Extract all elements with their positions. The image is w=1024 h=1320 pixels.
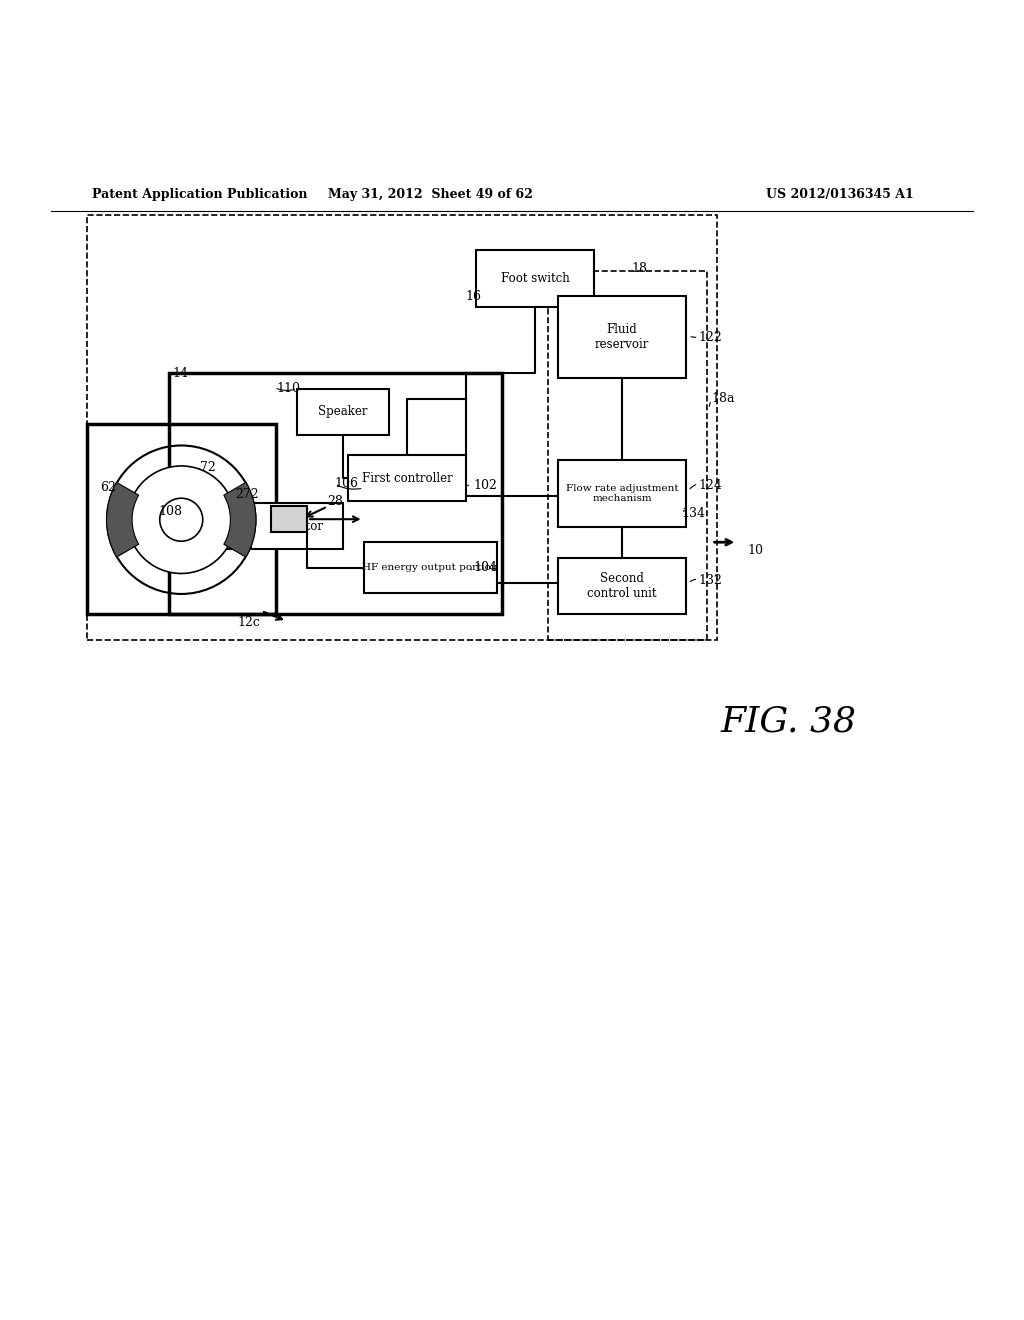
FancyBboxPatch shape	[176, 503, 250, 549]
Text: 14: 14	[172, 367, 188, 380]
Text: 62: 62	[100, 482, 117, 495]
FancyBboxPatch shape	[558, 461, 686, 527]
Text: US 2012/0136345 A1: US 2012/0136345 A1	[766, 187, 913, 201]
Text: 16: 16	[466, 290, 482, 304]
FancyBboxPatch shape	[348, 455, 466, 502]
FancyBboxPatch shape	[558, 557, 686, 614]
Text: May 31, 2012  Sheet 49 of 62: May 31, 2012 Sheet 49 of 62	[328, 187, 532, 201]
FancyBboxPatch shape	[558, 297, 686, 379]
Text: 110: 110	[276, 383, 300, 395]
Text: Detector: Detector	[271, 520, 323, 533]
Text: HF energy output portion: HF energy output portion	[362, 564, 498, 573]
Text: 18: 18	[632, 263, 648, 276]
Text: First controller: First controller	[361, 471, 453, 484]
Text: 102: 102	[473, 479, 497, 492]
Text: 108: 108	[159, 506, 182, 517]
Wedge shape	[106, 482, 138, 557]
Ellipse shape	[160, 498, 203, 541]
Text: 28: 28	[328, 495, 344, 508]
Text: 10: 10	[748, 544, 764, 557]
Text: 132: 132	[698, 574, 722, 586]
Text: 106: 106	[335, 478, 358, 490]
Text: 272: 272	[236, 487, 259, 500]
Text: 134: 134	[681, 507, 705, 520]
Ellipse shape	[127, 466, 234, 573]
FancyBboxPatch shape	[297, 388, 389, 434]
Text: FIG. 38: FIG. 38	[721, 705, 856, 738]
Text: 124: 124	[698, 479, 722, 492]
Text: 104: 104	[473, 561, 497, 574]
Text: 12c: 12c	[238, 615, 260, 628]
Text: 18a: 18a	[712, 392, 735, 405]
Text: Display unit: Display unit	[181, 521, 245, 531]
FancyBboxPatch shape	[251, 503, 343, 549]
Text: Second
control unit: Second control unit	[588, 572, 656, 599]
Text: 122: 122	[698, 331, 722, 345]
Text: Foot switch: Foot switch	[501, 272, 569, 285]
Text: Patent Application Publication: Patent Application Publication	[92, 187, 307, 201]
FancyBboxPatch shape	[364, 543, 497, 594]
Wedge shape	[224, 482, 256, 557]
Text: Flow rate adjustment
mechanism: Flow rate adjustment mechanism	[566, 484, 678, 503]
FancyBboxPatch shape	[271, 507, 307, 532]
FancyBboxPatch shape	[476, 251, 594, 306]
Text: Speaker: Speaker	[318, 405, 368, 418]
Text: 72: 72	[200, 461, 215, 474]
Text: Fluid
reservoir: Fluid reservoir	[595, 323, 649, 351]
